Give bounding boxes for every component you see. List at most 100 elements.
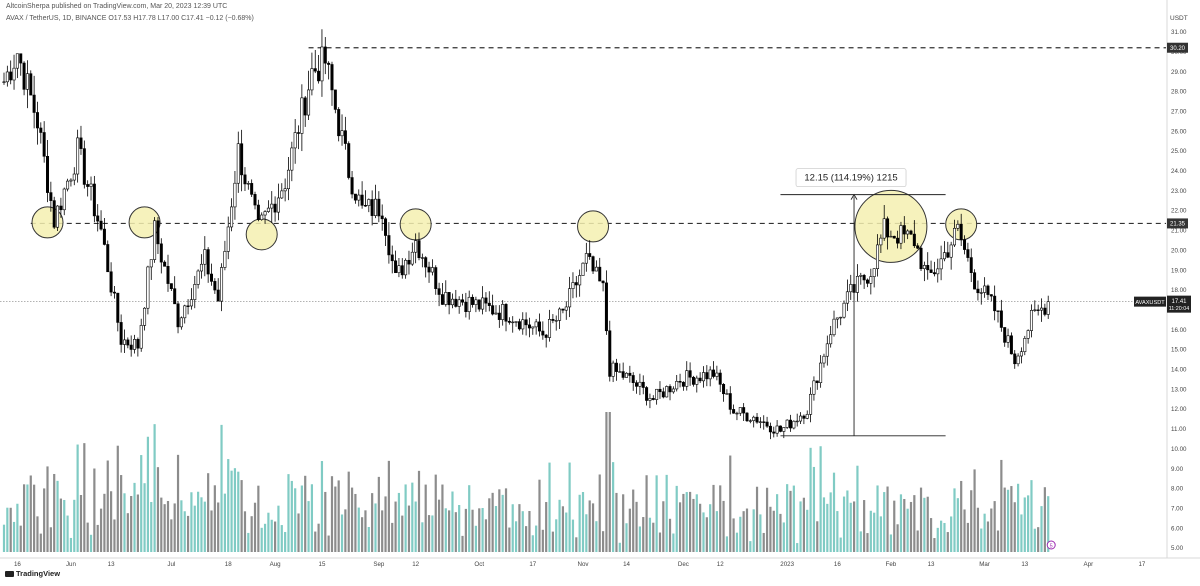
publisher-line: AltcoinSherpa published on TradingView.c…: [6, 3, 228, 10]
volume-bar: [923, 497, 926, 552]
volume-bar: [996, 530, 1000, 552]
volume-bar: [16, 503, 19, 552]
volume-bar: [628, 508, 631, 552]
volume-bar: [796, 543, 799, 552]
volume-bar: [792, 485, 795, 552]
candle-body: [404, 259, 408, 276]
candle-body: [2, 81, 6, 83]
volume-bar: [474, 525, 478, 552]
volume-bar: [337, 480, 340, 552]
price-tick-label: 26.00: [1171, 128, 1187, 135]
time-tick-label: Mar: [979, 561, 990, 568]
volume-bar: [906, 508, 909, 552]
candle-body: [72, 173, 76, 181]
candle-body: [578, 275, 582, 286]
candle-body: [745, 412, 749, 422]
volume-bar: [712, 484, 715, 552]
volume-bar: [695, 494, 698, 552]
candle-body: [414, 240, 418, 253]
volume-bar: [1047, 496, 1050, 552]
candle-body: [618, 371, 622, 373]
volume-bar: [89, 534, 93, 552]
volume-bar: [525, 526, 528, 552]
candle-body: [323, 46, 327, 64]
candle-body: [785, 419, 789, 428]
candle-body: [752, 416, 756, 421]
volume-bar: [99, 508, 103, 552]
candle-body: [765, 421, 769, 427]
volume-bar: [217, 502, 220, 552]
volume-bar: [538, 479, 541, 552]
candle-body: [916, 245, 920, 249]
candle-body: [1016, 355, 1020, 365]
measure-label: 12.15 (114.19%) 1215: [804, 173, 897, 184]
candle-body: [999, 310, 1003, 328]
volume-bar: [109, 491, 113, 552]
candle-body: [809, 393, 813, 415]
volume-bar: [852, 501, 856, 552]
candle-body: [611, 362, 615, 377]
time-tick-label: 13: [108, 561, 115, 568]
candle-body: [568, 288, 572, 308]
price-tick-label: 29.00: [1171, 69, 1187, 76]
symbol-ohlc-line[interactable]: AVAX / TetherUS, 1D, BINANCE O17.53 H17.…: [6, 15, 254, 22]
candle-body: [558, 308, 562, 321]
volume-bar: [772, 510, 775, 552]
candle-body: [949, 244, 953, 258]
candle-body: [902, 225, 906, 235]
candle-body: [845, 291, 849, 304]
candle-body: [15, 53, 19, 69]
candle-body: [849, 284, 853, 293]
volume-bar: [535, 525, 538, 552]
volume-bar: [829, 492, 832, 552]
candle-body: [56, 205, 60, 228]
volume-bar: [980, 528, 983, 552]
candle-body: [263, 211, 267, 216]
volume-bar: [200, 497, 203, 552]
volume-bar: [970, 490, 973, 552]
time-tick-label: 17: [529, 561, 536, 568]
volume-bar: [397, 492, 401, 552]
volume-bar: [484, 519, 488, 552]
candle-body: [450, 298, 454, 306]
candle-body: [494, 312, 498, 315]
candle-body: [795, 420, 799, 423]
volume-bar: [103, 493, 106, 552]
candle-body: [993, 295, 997, 312]
candle-body: [62, 188, 66, 211]
volume-bar: [186, 515, 190, 552]
price-tick-label: 22.00: [1171, 208, 1187, 215]
volume-bar: [776, 494, 779, 552]
volume-bar: [290, 480, 293, 552]
volume-bar: [146, 436, 150, 552]
volume-bar: [668, 518, 672, 552]
candle-body: [675, 380, 679, 390]
candle-body: [665, 386, 669, 398]
volume-bar: [545, 502, 548, 552]
volume-bar: [491, 492, 494, 552]
time-axis-ticks: 16 Jun 13 Jul 18 Aug 15 Sep 12 Oct 17 Nov 14 Dec 12 202…: [14, 561, 1146, 568]
volume-bar: [220, 424, 223, 552]
volume-bar: [153, 424, 156, 552]
candle-body: [802, 415, 806, 419]
volume-bar: [729, 455, 732, 552]
candle-body: [1019, 351, 1023, 357]
volume-bar: [842, 496, 846, 552]
tradingview-logo[interactable]: TradingView: [5, 569, 60, 578]
candle-body: [122, 339, 126, 345]
candle-body: [89, 183, 93, 187]
volume-bar: [59, 498, 62, 552]
time-tick-label: Aug: [270, 561, 282, 568]
candle-body: [521, 319, 525, 330]
volume-bar: [43, 488, 46, 552]
highlight-circle: [577, 210, 610, 243]
candle-body: [701, 372, 705, 382]
volume-bar: [722, 500, 725, 552]
candle-body: [859, 275, 863, 277]
candle-body: [718, 372, 722, 385]
candle-body: [424, 257, 428, 268]
candle-body: [427, 266, 431, 273]
volume-bar: [725, 536, 729, 552]
